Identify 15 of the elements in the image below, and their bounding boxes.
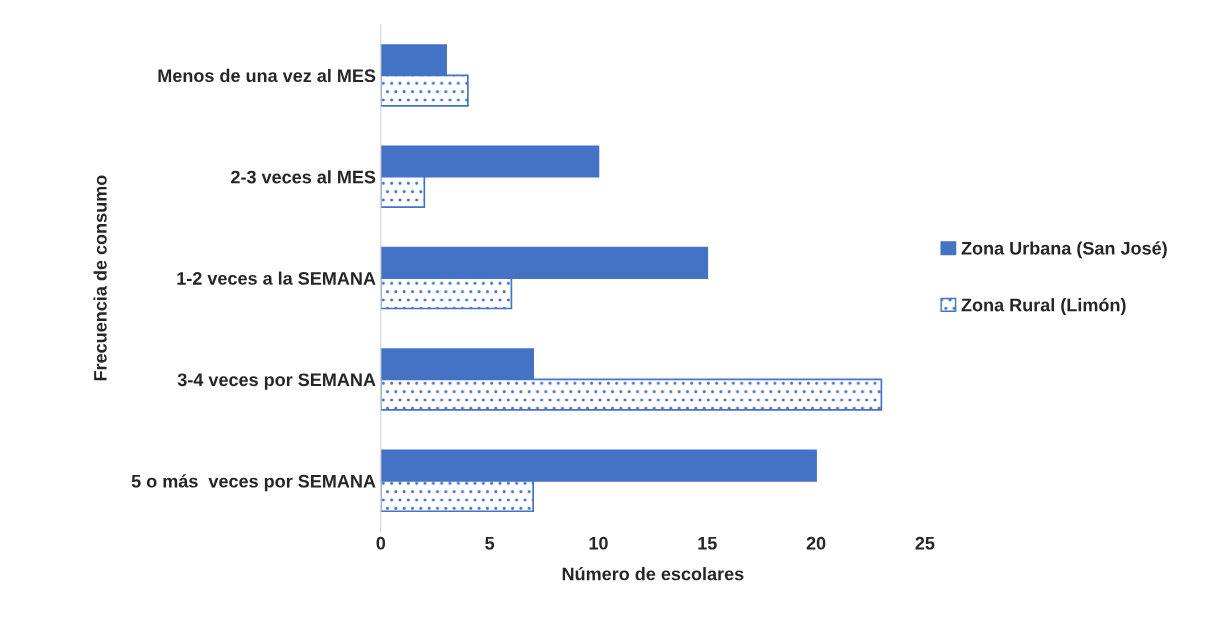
x-axis-title: Número de escolares [562,566,744,581]
y-tick-label: Menos de una vez al MES [158,68,376,83]
y-tick-label: 5 o más veces por SEMANA [131,474,376,492]
y-tick-label: 2-3 veces al MES [231,170,376,184]
legend-label: Zona Urbana (San José) [961,241,1167,259]
y-tick-label: 1-2 veces a la SEMANA [177,271,376,285]
x-tick-label: 10 [589,536,608,550]
x-tick-label: 5 [485,537,495,550]
y-axis-title: Frecuencia de consumo [93,175,107,381]
legend-label: Zona Rural (Limón) [961,297,1126,315]
y-tick-label: 3-4 veces por SEMANA [177,373,376,390]
x-tick-label: 20 [806,536,826,550]
x-tick-label: 15 [698,537,717,550]
x-tick-label: 25 [915,536,935,550]
x-tick-label: 0 [376,536,386,550]
